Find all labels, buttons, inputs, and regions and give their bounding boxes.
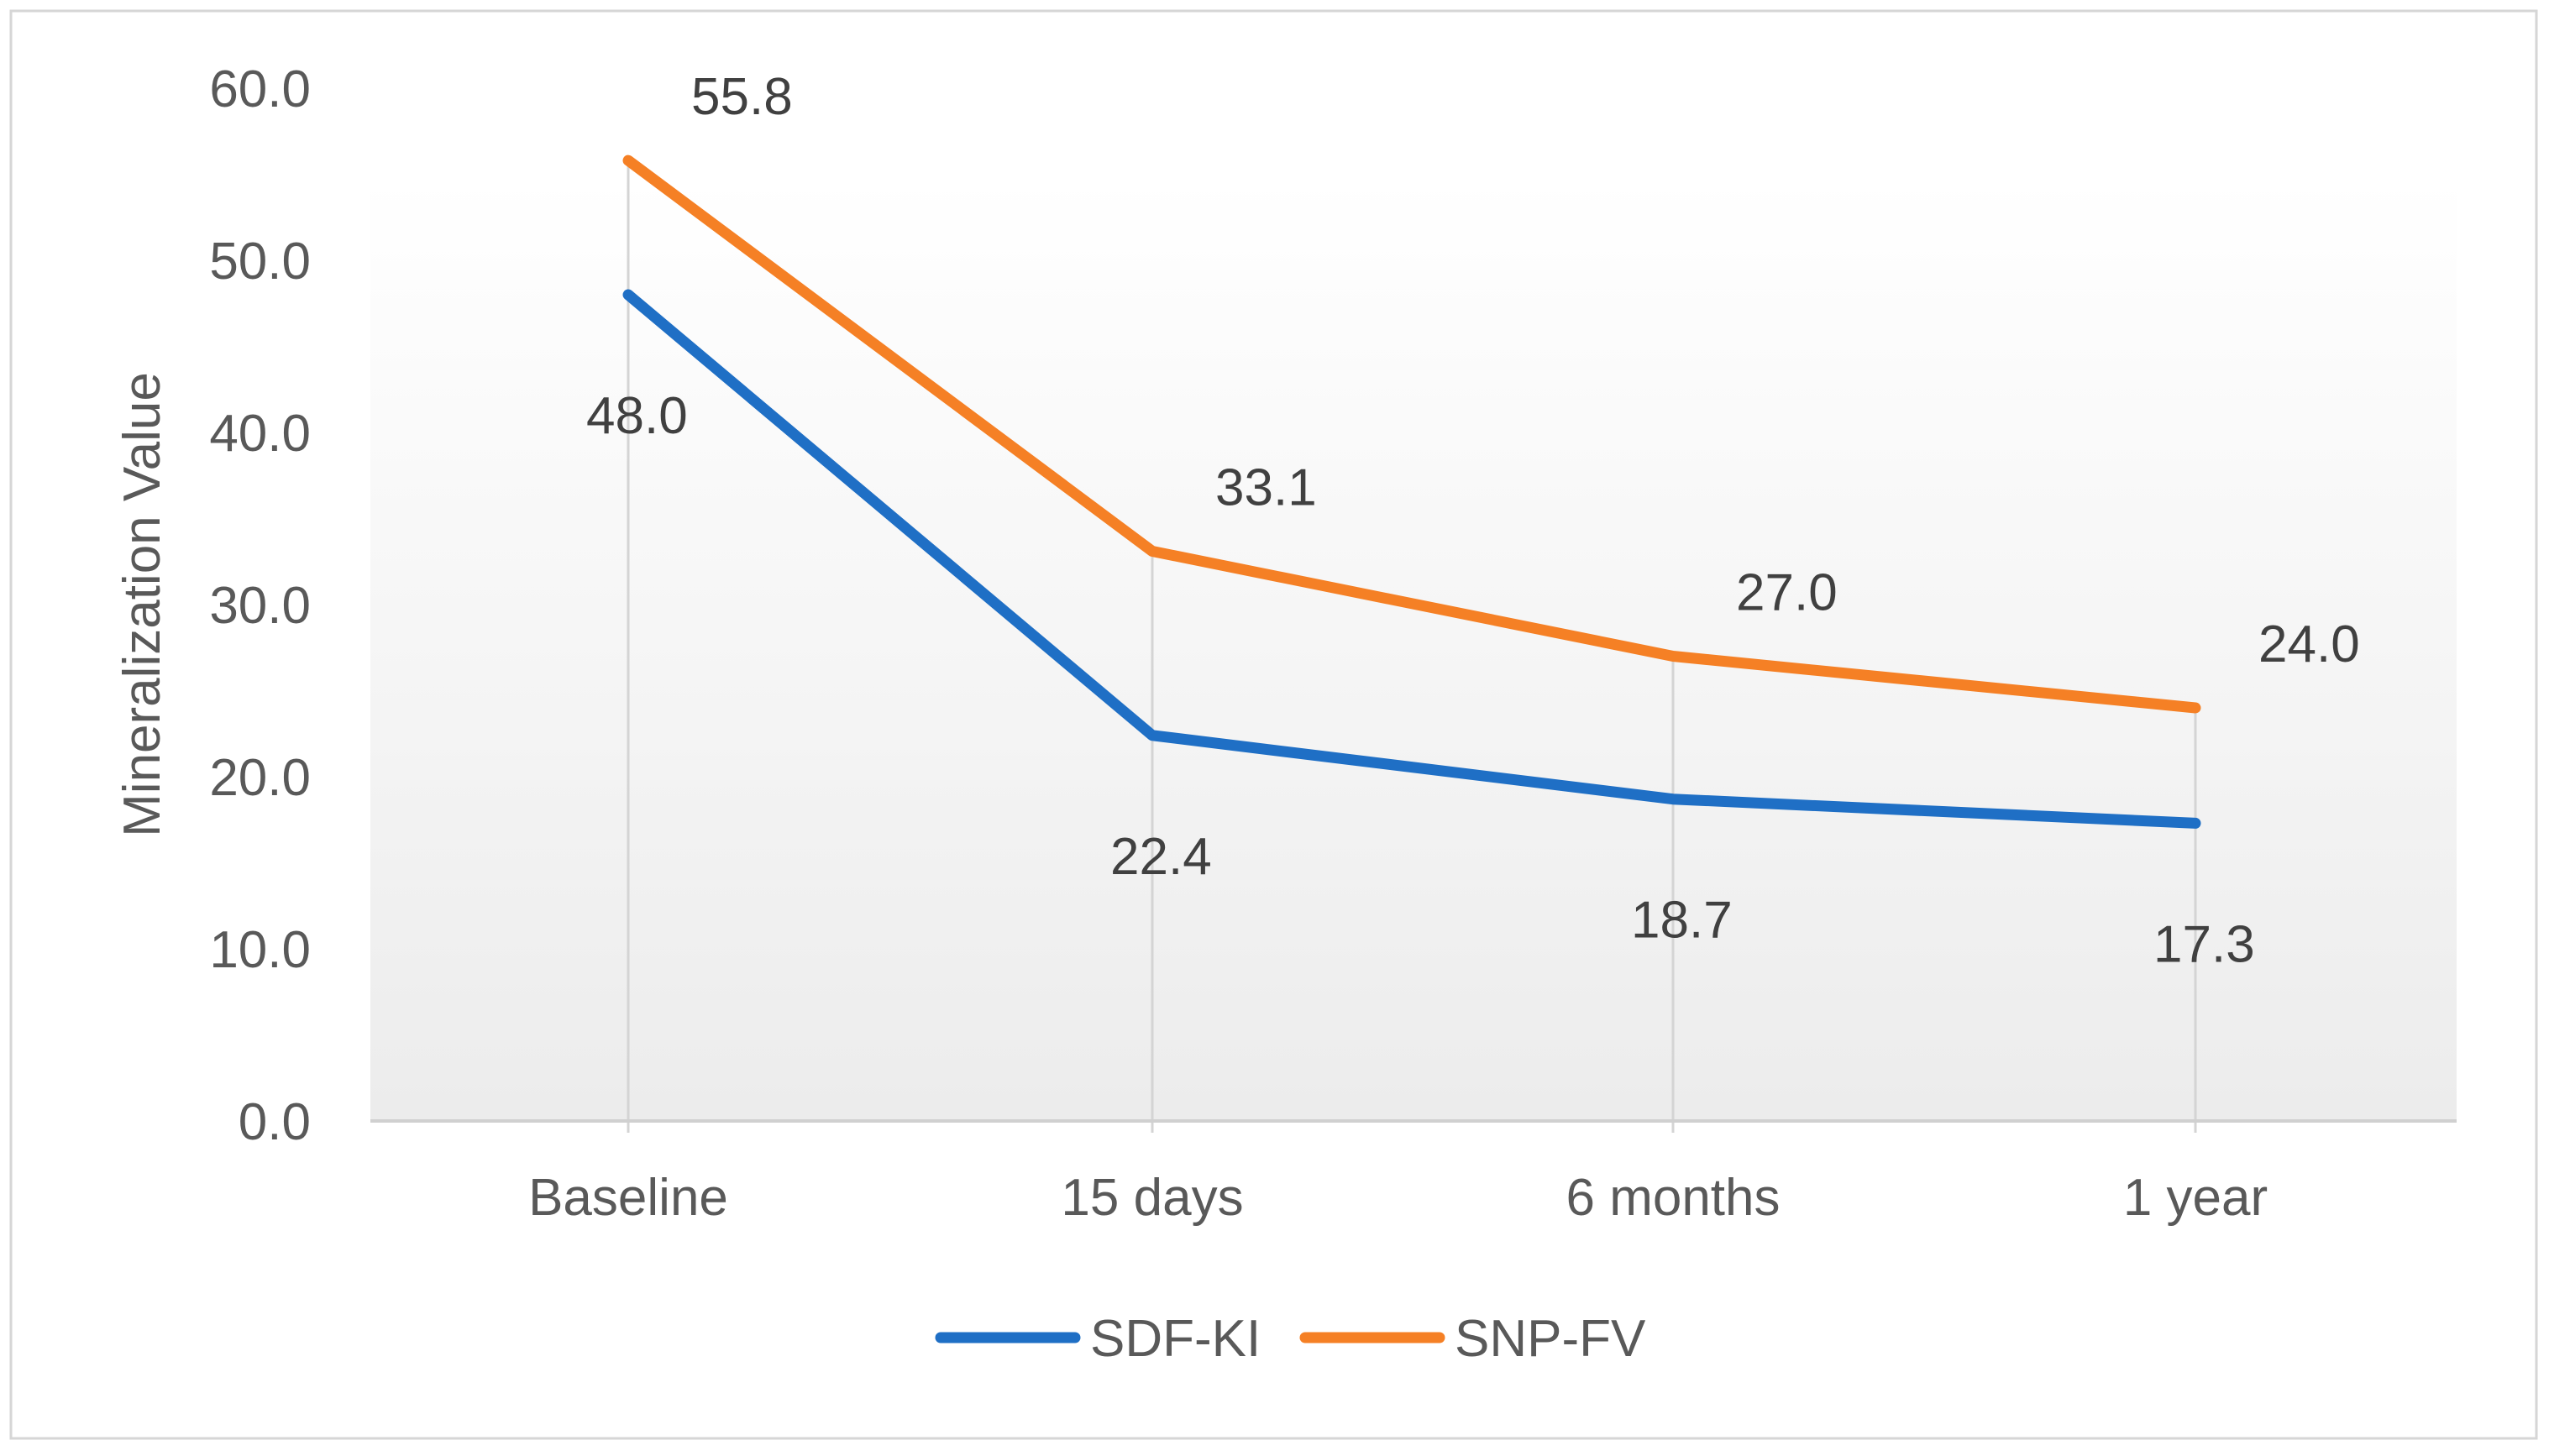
legend: SDF-KI SNP-FV xyxy=(935,1310,1646,1368)
gridlines xyxy=(627,157,2197,1133)
x-axis-ticks: Baseline 15 days 6 months 1 year xyxy=(528,1169,2268,1227)
legend-label-sdf-ki: SDF-KI xyxy=(1090,1310,1261,1368)
data-point-sdf-ki xyxy=(2195,822,2196,825)
data-label-sdf-ki: 22.4 xyxy=(1110,828,1212,886)
data-label-snp-fv: 24.0 xyxy=(2258,615,2360,673)
y-tick-label: 10.0 xyxy=(209,921,311,979)
y-axis-title: Mineralization Value xyxy=(113,372,171,837)
x-tick-label: 15 days xyxy=(1061,1169,1243,1227)
data-label-snp-fv: 33.1 xyxy=(1215,458,1317,516)
data-label-sdf-ki: 17.3 xyxy=(2153,915,2255,973)
data-point-snp-fv xyxy=(1672,655,1674,657)
legend-label-snp-fv: SNP-FV xyxy=(1455,1310,1646,1368)
data-label-sdf-ki: 18.7 xyxy=(1631,892,1733,950)
data-point-sdf-ki xyxy=(1672,798,1674,800)
data-labels: 48.0 22.4 18.7 17.3 55.8 33.1 27.0 24.0 xyxy=(586,68,2360,973)
x-tick-label: 1 year xyxy=(2123,1169,2268,1227)
data-point-sdf-ki xyxy=(627,294,629,296)
x-tick-label: 6 months xyxy=(1566,1169,1780,1227)
y-axis-ticks: 0.0 10.0 20.0 30.0 40.0 50.0 60.0 xyxy=(209,60,311,1151)
y-tick-label: 50.0 xyxy=(209,233,311,291)
x-tick-label: Baseline xyxy=(528,1169,728,1227)
y-tick-label: 40.0 xyxy=(209,405,311,463)
data-label-snp-fv: 27.0 xyxy=(1736,564,1838,622)
y-tick-label: 20.0 xyxy=(209,749,311,807)
series-line-sdf-ki xyxy=(622,289,2201,829)
y-tick-label: 0.0 xyxy=(239,1093,311,1151)
data-point-sdf-ki xyxy=(1151,734,1153,736)
plot-area xyxy=(370,176,2457,1121)
data-point-snp-fv xyxy=(1151,550,1153,553)
y-tick-label: 30.0 xyxy=(209,577,311,635)
series-lines xyxy=(622,155,2201,829)
data-label-snp-fv: 55.8 xyxy=(691,68,793,126)
series-line-snp-fv xyxy=(622,155,2201,714)
data-point-snp-fv xyxy=(627,160,629,162)
y-tick-label: 60.0 xyxy=(209,60,311,118)
data-label-sdf-ki: 48.0 xyxy=(586,387,688,445)
data-point-snp-fv xyxy=(2195,707,2196,709)
